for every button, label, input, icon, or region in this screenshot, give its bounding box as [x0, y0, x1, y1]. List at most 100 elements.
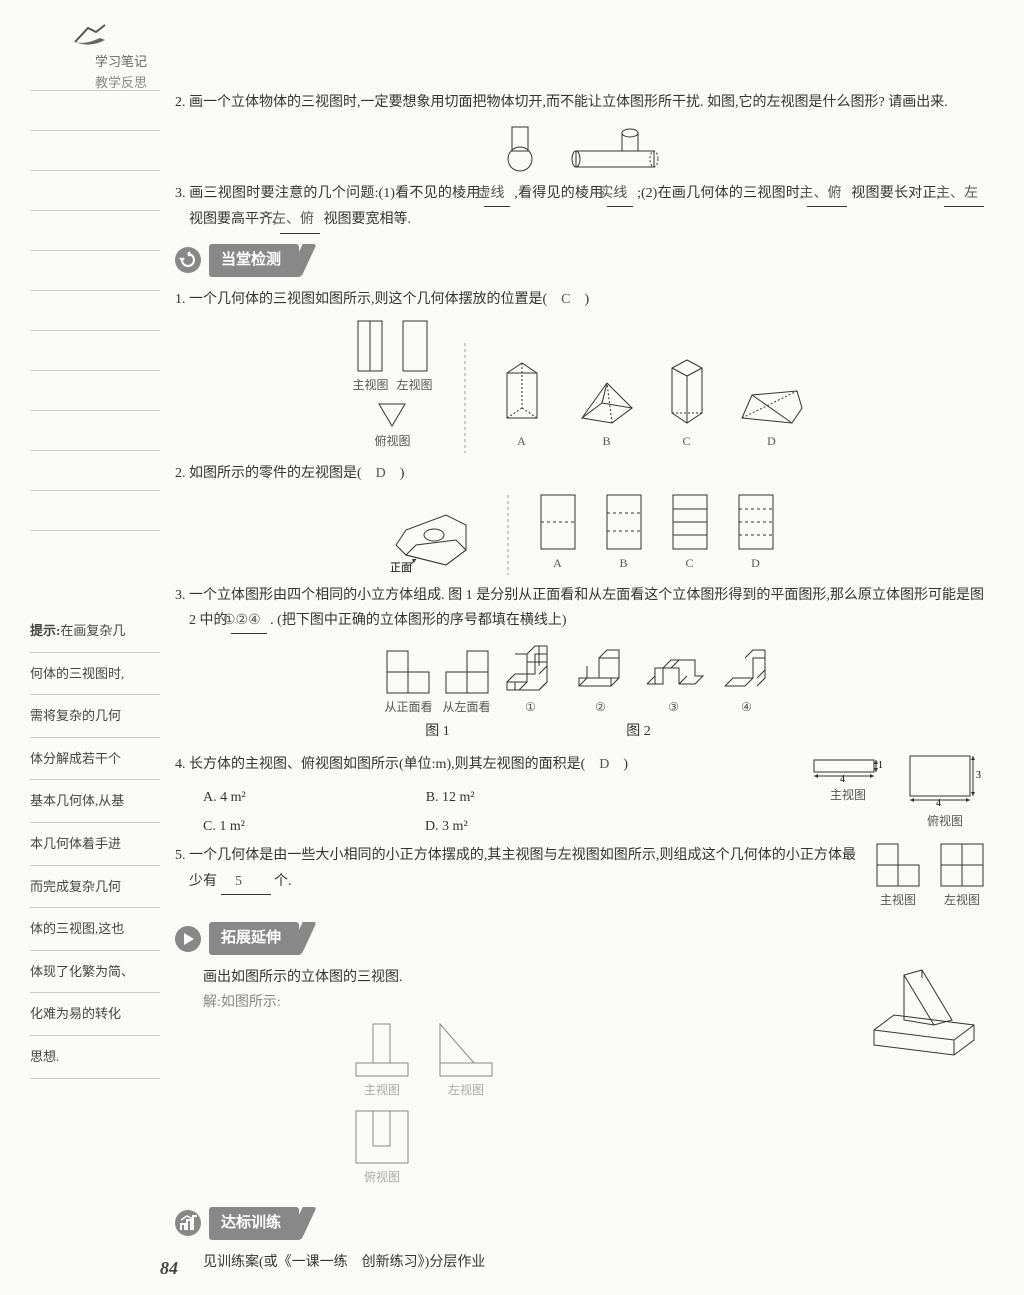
test-q4: 4. 长方体的主视图、俯视图如图所示(单位:m),则其左视图的面积是( D ) — [175, 752, 790, 777]
t1-figures: 主视图 左视图 俯视图 A B C D — [175, 320, 984, 453]
main-content: 2. 画一个立体物体的三视图时,一定要想象用切面把物体切开,而不能让立体图形所干… — [175, 90, 994, 1275]
t1-suffix: ) — [571, 292, 590, 307]
divider-icon — [463, 343, 467, 453]
t1-given-views: 主视图 左视图 俯视图 — [352, 320, 432, 453]
t3-opt-3: ③ — [643, 642, 705, 719]
left-label: 左视图 — [397, 375, 433, 397]
section-classroom-test: 当堂检测 — [175, 244, 984, 277]
t4-figures: 4 1 主视图 4 3 俯视图 — [810, 752, 984, 833]
q3-blank1: 虚线 — [484, 181, 510, 207]
ext-text: 画出如图所示的立体图的三视图. — [175, 965, 834, 990]
opt-label: A — [553, 553, 562, 575]
opt-label: ② — [595, 697, 606, 719]
t5-blank: 5 — [221, 869, 271, 895]
sol-prefix: 解: — [203, 995, 221, 1010]
hint-line: 基本几何体,从基 — [30, 780, 160, 823]
t4-top-view: 4 3 — [906, 752, 984, 808]
std-text: 见训练案(或《一课一练 创新练习》)分层作业 — [175, 1250, 984, 1275]
question-3: 3. 画三视图时要注意的几个问题:(1)看不见的棱用 虚线 ,看得见的棱用 实线… — [175, 181, 984, 233]
t3-opt-1: ① — [503, 642, 559, 719]
opt-label: ④ — [741, 697, 752, 719]
hint-line: 在画复杂几 — [60, 623, 125, 638]
t5-front-view — [876, 843, 920, 887]
t3-opt-2: ② — [573, 642, 629, 719]
t1-text: 1. 一个几何体的三视图如图所示,则这个几何体摆放的位置是( — [175, 292, 561, 307]
q3-blank4: 主、左 — [944, 181, 984, 207]
t2-opt-d: D — [738, 494, 774, 575]
triangle-icon — [377, 402, 407, 428]
t4-opts-row2: C. 1 m² D. 3 m² — [175, 814, 790, 839]
section-title: 拓展延伸 — [209, 922, 299, 955]
fig1-label: 图 1 — [425, 719, 450, 744]
opt-label: D — [751, 553, 760, 575]
section-title: 达标训练 — [209, 1207, 299, 1240]
svg-text:4: 4 — [840, 774, 845, 782]
sidebar-note-lines — [30, 90, 160, 531]
t2-opt-c: C — [672, 494, 708, 575]
t4-suffix: ) — [609, 757, 628, 772]
t1-opt-a: A — [497, 358, 547, 453]
ext-front-view — [355, 1023, 409, 1077]
section-title: 当堂检测 — [209, 244, 299, 277]
test-q1: 1. 一个几何体的三视图如图所示,则这个几何体摆放的位置是( C ) — [175, 287, 984, 312]
q3-mid5: 视图要宽相等. — [324, 212, 412, 227]
chart-icon — [175, 1210, 201, 1236]
opt-label: D — [767, 431, 776, 453]
ext-solution-figs: 主视图 左视图 — [175, 1023, 834, 1102]
arrow-right-icon — [175, 926, 201, 952]
header-labels: 学习笔记 教学反思 — [95, 52, 147, 94]
q2-figures — [175, 123, 984, 173]
front-label: 主视图 — [352, 375, 388, 397]
front-label: 从正面看 — [384, 697, 432, 719]
t3-blank: ①②④ — [231, 608, 267, 634]
q3-mid1: ,看得见的棱用 — [514, 186, 603, 201]
front-label: 主视图 — [364, 1080, 400, 1102]
q3-mid2: ;(2)在画几何体的三视图时, — [637, 186, 804, 201]
t2-part: 正面 — [386, 505, 476, 575]
hint-line: 化难为易的转化 — [30, 993, 160, 1036]
t1-ans: C — [561, 292, 570, 307]
t5-suffix: 个. — [274, 874, 292, 889]
pipe-shape-icon — [570, 123, 660, 173]
t1-opt-d: D — [737, 383, 807, 453]
header-title: 学习笔记 — [95, 52, 147, 73]
top-label: 俯视图 — [374, 431, 410, 453]
t4-ans: D — [599, 757, 609, 772]
test-q3: 3. 一个立体图形由四个相同的小立方体组成. 图 1 是分别从正面看和从左面看这… — [175, 583, 984, 634]
ext-solution: 解:如图所示: — [175, 990, 834, 1015]
test-q2: 2. 如图所示的零件的左视图是( D ) — [175, 461, 984, 486]
t2-figures: 正面 A B C D — [175, 494, 984, 575]
t3-figures: 从正面看 从左面看 图 1 ① ② ③ ④ 图 2 — [175, 642, 984, 744]
q3-blank5: 左、俯 — [280, 207, 320, 233]
rect-icon — [357, 320, 383, 372]
opt-label: A — [517, 431, 526, 453]
hint-line: 体的三视图,这也 — [30, 908, 160, 951]
section-standard-training: 达标训练 — [175, 1207, 984, 1240]
t3-front-view: 从正面看 — [384, 650, 432, 719]
refresh-icon — [175, 247, 201, 273]
top-label: 俯视图 — [364, 1167, 400, 1189]
q3-blank3: 主、俯 — [807, 181, 847, 207]
opt-label: B — [603, 431, 611, 453]
hint-line: 思想. — [30, 1036, 160, 1079]
opt-label: ③ — [668, 697, 679, 719]
opt-c: C. 1 m² — [203, 814, 245, 839]
q3-blank2: 实线 — [607, 181, 633, 207]
svg-text:1: 1 — [878, 760, 883, 771]
hint-label: 提示: — [30, 623, 60, 638]
ext-solution-figs2: 俯视图 — [175, 1110, 834, 1189]
sol-text: 如图所示: — [221, 995, 281, 1010]
t3-left-view: 从左面看 — [443, 650, 491, 719]
svg-text:3: 3 — [976, 770, 981, 781]
fig2-label: 图 2 — [626, 719, 651, 744]
top-label: 俯视图 — [927, 811, 963, 833]
t5-figures: 主视图 左视图 — [876, 843, 984, 912]
t2-opt-a: A — [540, 494, 576, 575]
t2-suffix: ) — [386, 466, 405, 481]
q3-mid3: 视图要长对正, — [851, 186, 940, 201]
rect-icon — [402, 320, 428, 372]
hint-line: 而完成复杂几何 — [30, 866, 160, 909]
ext-solid-icon — [864, 965, 984, 1065]
left-label: 左视图 — [448, 1080, 484, 1102]
hint-line: 体分解成若干个 — [30, 738, 160, 781]
